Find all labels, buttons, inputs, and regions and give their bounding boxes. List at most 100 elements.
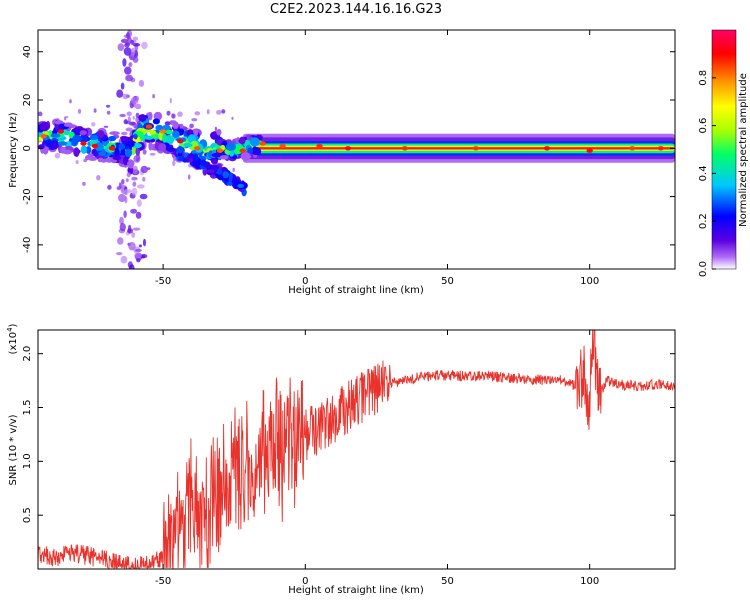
spectrogram-noise-blob: [206, 109, 210, 115]
spectrogram-noise-blob: [119, 216, 124, 225]
colorbar-tick-label: 0.8: [698, 70, 709, 86]
spectrogram-hot-spot: [145, 124, 153, 129]
colorbar: 0.0 0.2 0.4 0.6 0.8 Normalized spectral ampl…: [698, 29, 749, 277]
spectrogram-ridge-blob: [89, 134, 98, 140]
spectrogram-branch-blob: [216, 168, 222, 175]
colorbar-gradient: [711, 29, 737, 270]
spectrogram-ridge-blob: [138, 114, 147, 122]
snr-axes: -50 0 50 100 0.5 1.0 1.5 2.0: [22, 330, 675, 587]
spectrogram-ridge-blob: [155, 124, 164, 131]
spectrogram-ridge-blob: [127, 161, 135, 166]
spectrogram-noise-blob: [106, 104, 111, 108]
spectrogram-noise-blob: [121, 131, 128, 136]
spectrogram-noise-blob: [216, 109, 222, 115]
spectrogram-noise-blob: [130, 208, 138, 214]
spectrogram-noise-blob: [131, 232, 136, 238]
spectrogram-noise-blob: [134, 248, 142, 252]
spectrogram-ridge-blob: [252, 146, 258, 154]
spectrogram-ridge-blob: [73, 147, 80, 157]
spectrogram-noise-blob: [135, 112, 140, 118]
spectrogram-ridge-blob: [120, 148, 126, 155]
snr-multiplier-close: ): [8, 323, 19, 327]
spectrogram-ridge-blob: [58, 141, 68, 146]
colorbar-label: Normalized spectral amplitude: [738, 73, 749, 227]
spectrogram-hot-spot: [239, 148, 246, 153]
spectrogram-branch-blob: [223, 177, 230, 182]
spectrogram-ridge-blob: [229, 150, 234, 157]
spectrogram-branch-blob: [176, 146, 184, 154]
spectrogram-noise-blob: [125, 74, 133, 82]
spectrogram-ridge-blob: [45, 138, 52, 148]
spectrogram-noise-blob: [117, 43, 125, 51]
spectrogram-noise-blob: [191, 118, 198, 122]
spectrogram-hot-spot: [91, 143, 99, 149]
spectrogram-heatmap: [38, 30, 675, 269]
spectrogram-ridge-blob: [109, 131, 120, 136]
spectrogram-noise-blob: [107, 184, 112, 190]
spectrogram-xtick-label: 100: [580, 276, 599, 287]
spectrogram-ridge-blob: [127, 140, 135, 148]
spectrogram-noise-blob: [117, 237, 124, 245]
spectrogram-hot-spot: [279, 143, 286, 149]
spectrogram-noise-blob: [138, 244, 142, 248]
spectrogram-branch-blob: [177, 152, 183, 157]
spectrogram-ridge-blob: [193, 128, 199, 137]
snr-xlabel: Height of straight line (km): [288, 585, 424, 596]
spectrogram-noise-blob: [64, 116, 69, 119]
spectrogram-ridge-blob: [225, 142, 236, 151]
snr-frame: [37, 329, 676, 570]
spectrogram-noise-blob: [142, 238, 147, 247]
spectrogram-ytick-label: -20: [22, 188, 33, 204]
spectrogram-ridge-blob: [112, 156, 122, 161]
spectrogram-noise-blob: [147, 167, 151, 171]
spectrogram-ridge-blob: [133, 133, 138, 140]
spectrogram-ridge-blob: [72, 134, 82, 143]
spectrogram-noise-blob: [54, 152, 61, 159]
spectrogram-hot-spot: [401, 146, 408, 151]
spectrogram-hot-spot: [472, 146, 480, 151]
spectrogram-ridge-blob: [108, 135, 117, 142]
spectrogram-ridge-blob: [211, 158, 218, 165]
spectrogram-noise-blob: [127, 228, 134, 234]
snr-panel: -50 0 50 100 0.5 1.0 1.5 2.0 Height of straight…: [6, 323, 676, 596]
spectrogram-ridge-blob: [162, 124, 171, 131]
spectrogram-noise-blob: [141, 41, 148, 50]
spectrogram-branch-blob: [193, 153, 199, 162]
spectrogram-ytick-label: 20: [22, 94, 33, 107]
spectrogram-ytick-label: 0: [22, 145, 33, 151]
spectrogram-noise-blob: [120, 82, 125, 90]
spectrogram-branch-blob: [200, 159, 207, 166]
spectrogram-ridge-blob: [219, 155, 229, 160]
spectrogram-noise-blob: [231, 116, 234, 120]
spectrogram-noise-blob: [189, 123, 194, 129]
spectrogram-noise-blob: [75, 160, 79, 165]
spectrogram-noise-blob: [127, 36, 132, 44]
spectrogram-ridge-blob: [210, 144, 216, 148]
snr-ylabel: SNR (10 * v/v): [8, 414, 19, 485]
spectrogram-noise-blob: [140, 165, 148, 174]
spectrogram-noise-blob: [136, 199, 142, 208]
spectrogram-noise-blob: [130, 97, 139, 105]
spectrogram-noise-blob: [77, 108, 82, 114]
spectrogram-ridge-blob: [164, 134, 175, 145]
spectrogram-ridge-blob: [187, 129, 194, 136]
spectrogram-ridge-blob: [158, 143, 167, 152]
spectrogram-ridge-blob: [162, 133, 168, 143]
spectrogram-frame: [37, 29, 676, 270]
spectrogram-noise-blob: [96, 175, 101, 181]
spectrogram-noise-blob: [119, 113, 126, 118]
spectrogram-hot-spot: [80, 141, 87, 146]
snr-xtick-label: -50: [155, 576, 171, 587]
spectrogram-ridge-blob: [172, 130, 180, 138]
spectrogram-noise-blob: [132, 165, 138, 175]
spectrogram-hot-spot: [586, 148, 593, 153]
spectrogram-noise-blob: [123, 210, 127, 218]
spectrogram-noise-blob: [118, 193, 126, 203]
spectrogram-noise-blob: [126, 172, 131, 178]
spectrogram-noise-blob: [132, 42, 141, 47]
spectrogram-noise-blob: [120, 255, 128, 264]
snr-xtick-label: 50: [441, 576, 454, 587]
spectrogram-noise-blob: [82, 181, 86, 186]
snr-ytick-label: 2.0: [22, 346, 33, 362]
